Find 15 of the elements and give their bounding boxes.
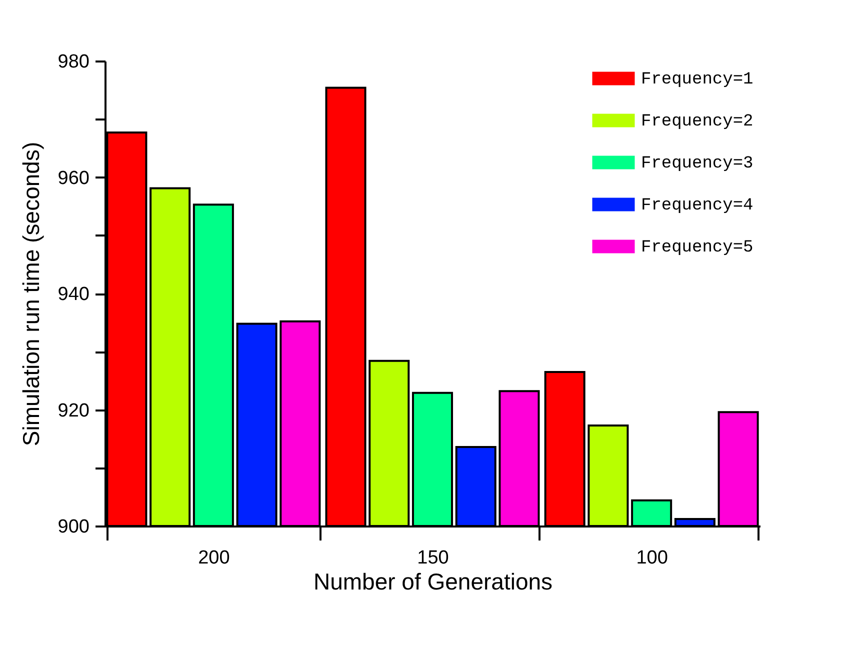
x-axis-title: Number of Generations <box>313 568 553 594</box>
y-tick-label: 940 <box>58 284 90 305</box>
y-tick-label: 980 <box>58 52 90 72</box>
y-tick-label: 960 <box>58 168 90 189</box>
x-tick-label: 200 <box>198 548 230 568</box>
y-tick-label: 920 <box>58 400 90 422</box>
legend-label: Frequency=3 <box>641 154 754 174</box>
legend-label: Frequency=5 <box>641 238 754 258</box>
legend-label: Frequency=1 <box>641 70 754 90</box>
legend-label: Frequency=4 <box>641 196 754 216</box>
y-axis-title: Simulation run time (seconds) <box>18 142 44 446</box>
legend-label: Frequency=2 <box>641 112 754 132</box>
x-tick-label: 100 <box>636 548 668 568</box>
x-tick-label: 150 <box>417 548 449 568</box>
y-tick-label: 900 <box>58 516 90 538</box>
